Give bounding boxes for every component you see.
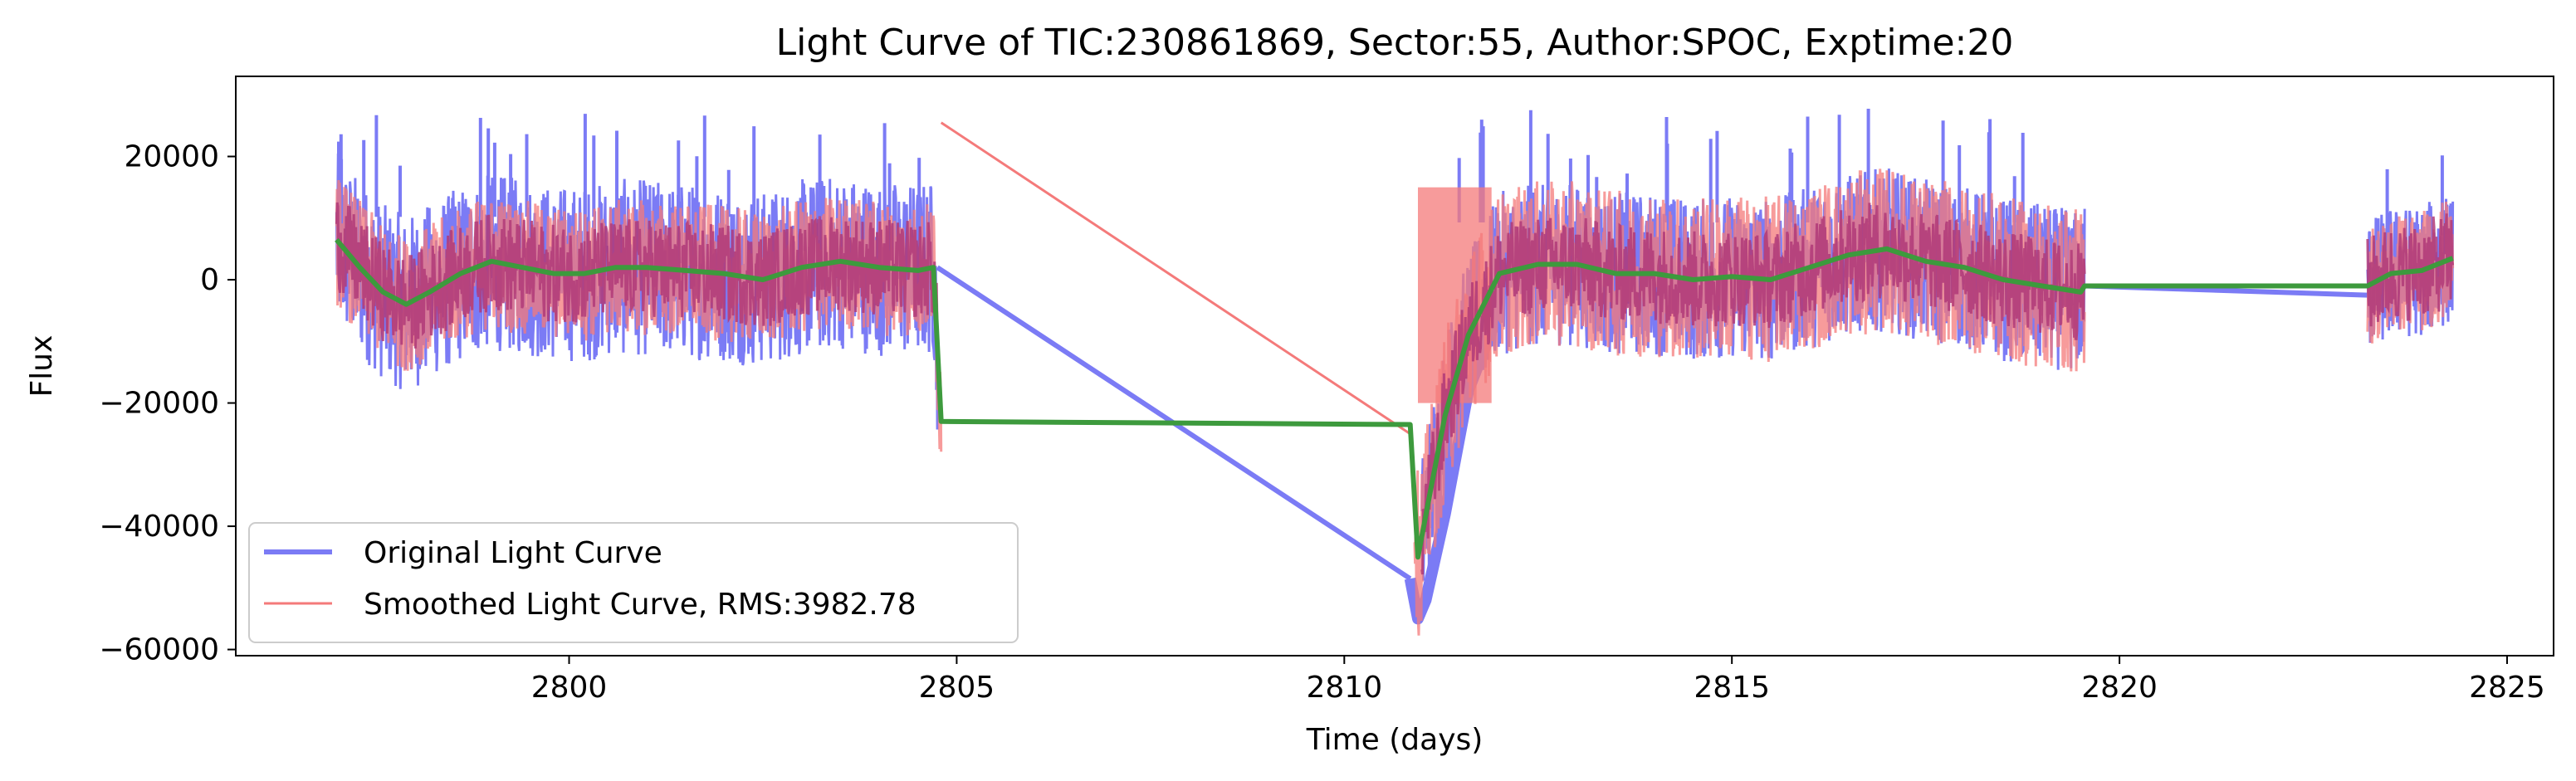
x-axis: 2800 2805 2810 2815 2820 2825 — [531, 656, 2545, 705]
series-overlap-1 — [1420, 203, 2086, 575]
x-tick-label: 2805 — [919, 671, 995, 705]
series-smoothed-connector-0 — [940, 121, 1411, 435]
series-segment-original-0 — [335, 114, 939, 430]
y-tick-label: 20000 — [124, 140, 219, 174]
series-trend — [335, 237, 2454, 560]
y-tick-label: −60000 — [99, 633, 219, 667]
plot-frame — [235, 76, 2554, 657]
legend-label-original: Original Light Curve — [364, 536, 662, 570]
x-tick-label: 2825 — [2469, 671, 2545, 705]
legend: Original Light Curve Smoothed Light Curv… — [248, 522, 1019, 643]
x-tick-label: 2800 — [531, 671, 608, 705]
x-axis-label: Time (days) — [1306, 723, 1484, 757]
x-tick-label: 2810 — [1306, 671, 1382, 705]
series-overlap-noise-2 — [2366, 213, 2455, 327]
y-tick-label: 0 — [200, 263, 219, 297]
series-overlap-noise-1 — [1420, 203, 2086, 575]
series-noise-original-0 — [335, 153, 939, 430]
legend-label-smoothed: Smoothed Light Curve, RMS:3982.78 — [364, 588, 917, 622]
series-overlap-noise-0 — [335, 202, 939, 349]
y-axis-label: Flux — [25, 335, 59, 398]
legend-box — [248, 522, 1019, 643]
series-overlap-0 — [335, 202, 939, 349]
y-axis: 20000 0 −20000 −40000 −60000 — [99, 140, 236, 667]
y-tick-label: −20000 — [99, 387, 219, 421]
chart-title: Light Curve of TIC:230861869, Sector:55,… — [776, 22, 2014, 64]
series-segment-original-1 — [1420, 109, 2086, 581]
plot-area — [335, 109, 2455, 636]
y-tick-label: −40000 — [99, 510, 219, 544]
series-overlap-2 — [2366, 213, 2455, 327]
x-tick-label: 2815 — [1694, 671, 1770, 705]
x-tick-label: 2820 — [2081, 671, 2158, 705]
